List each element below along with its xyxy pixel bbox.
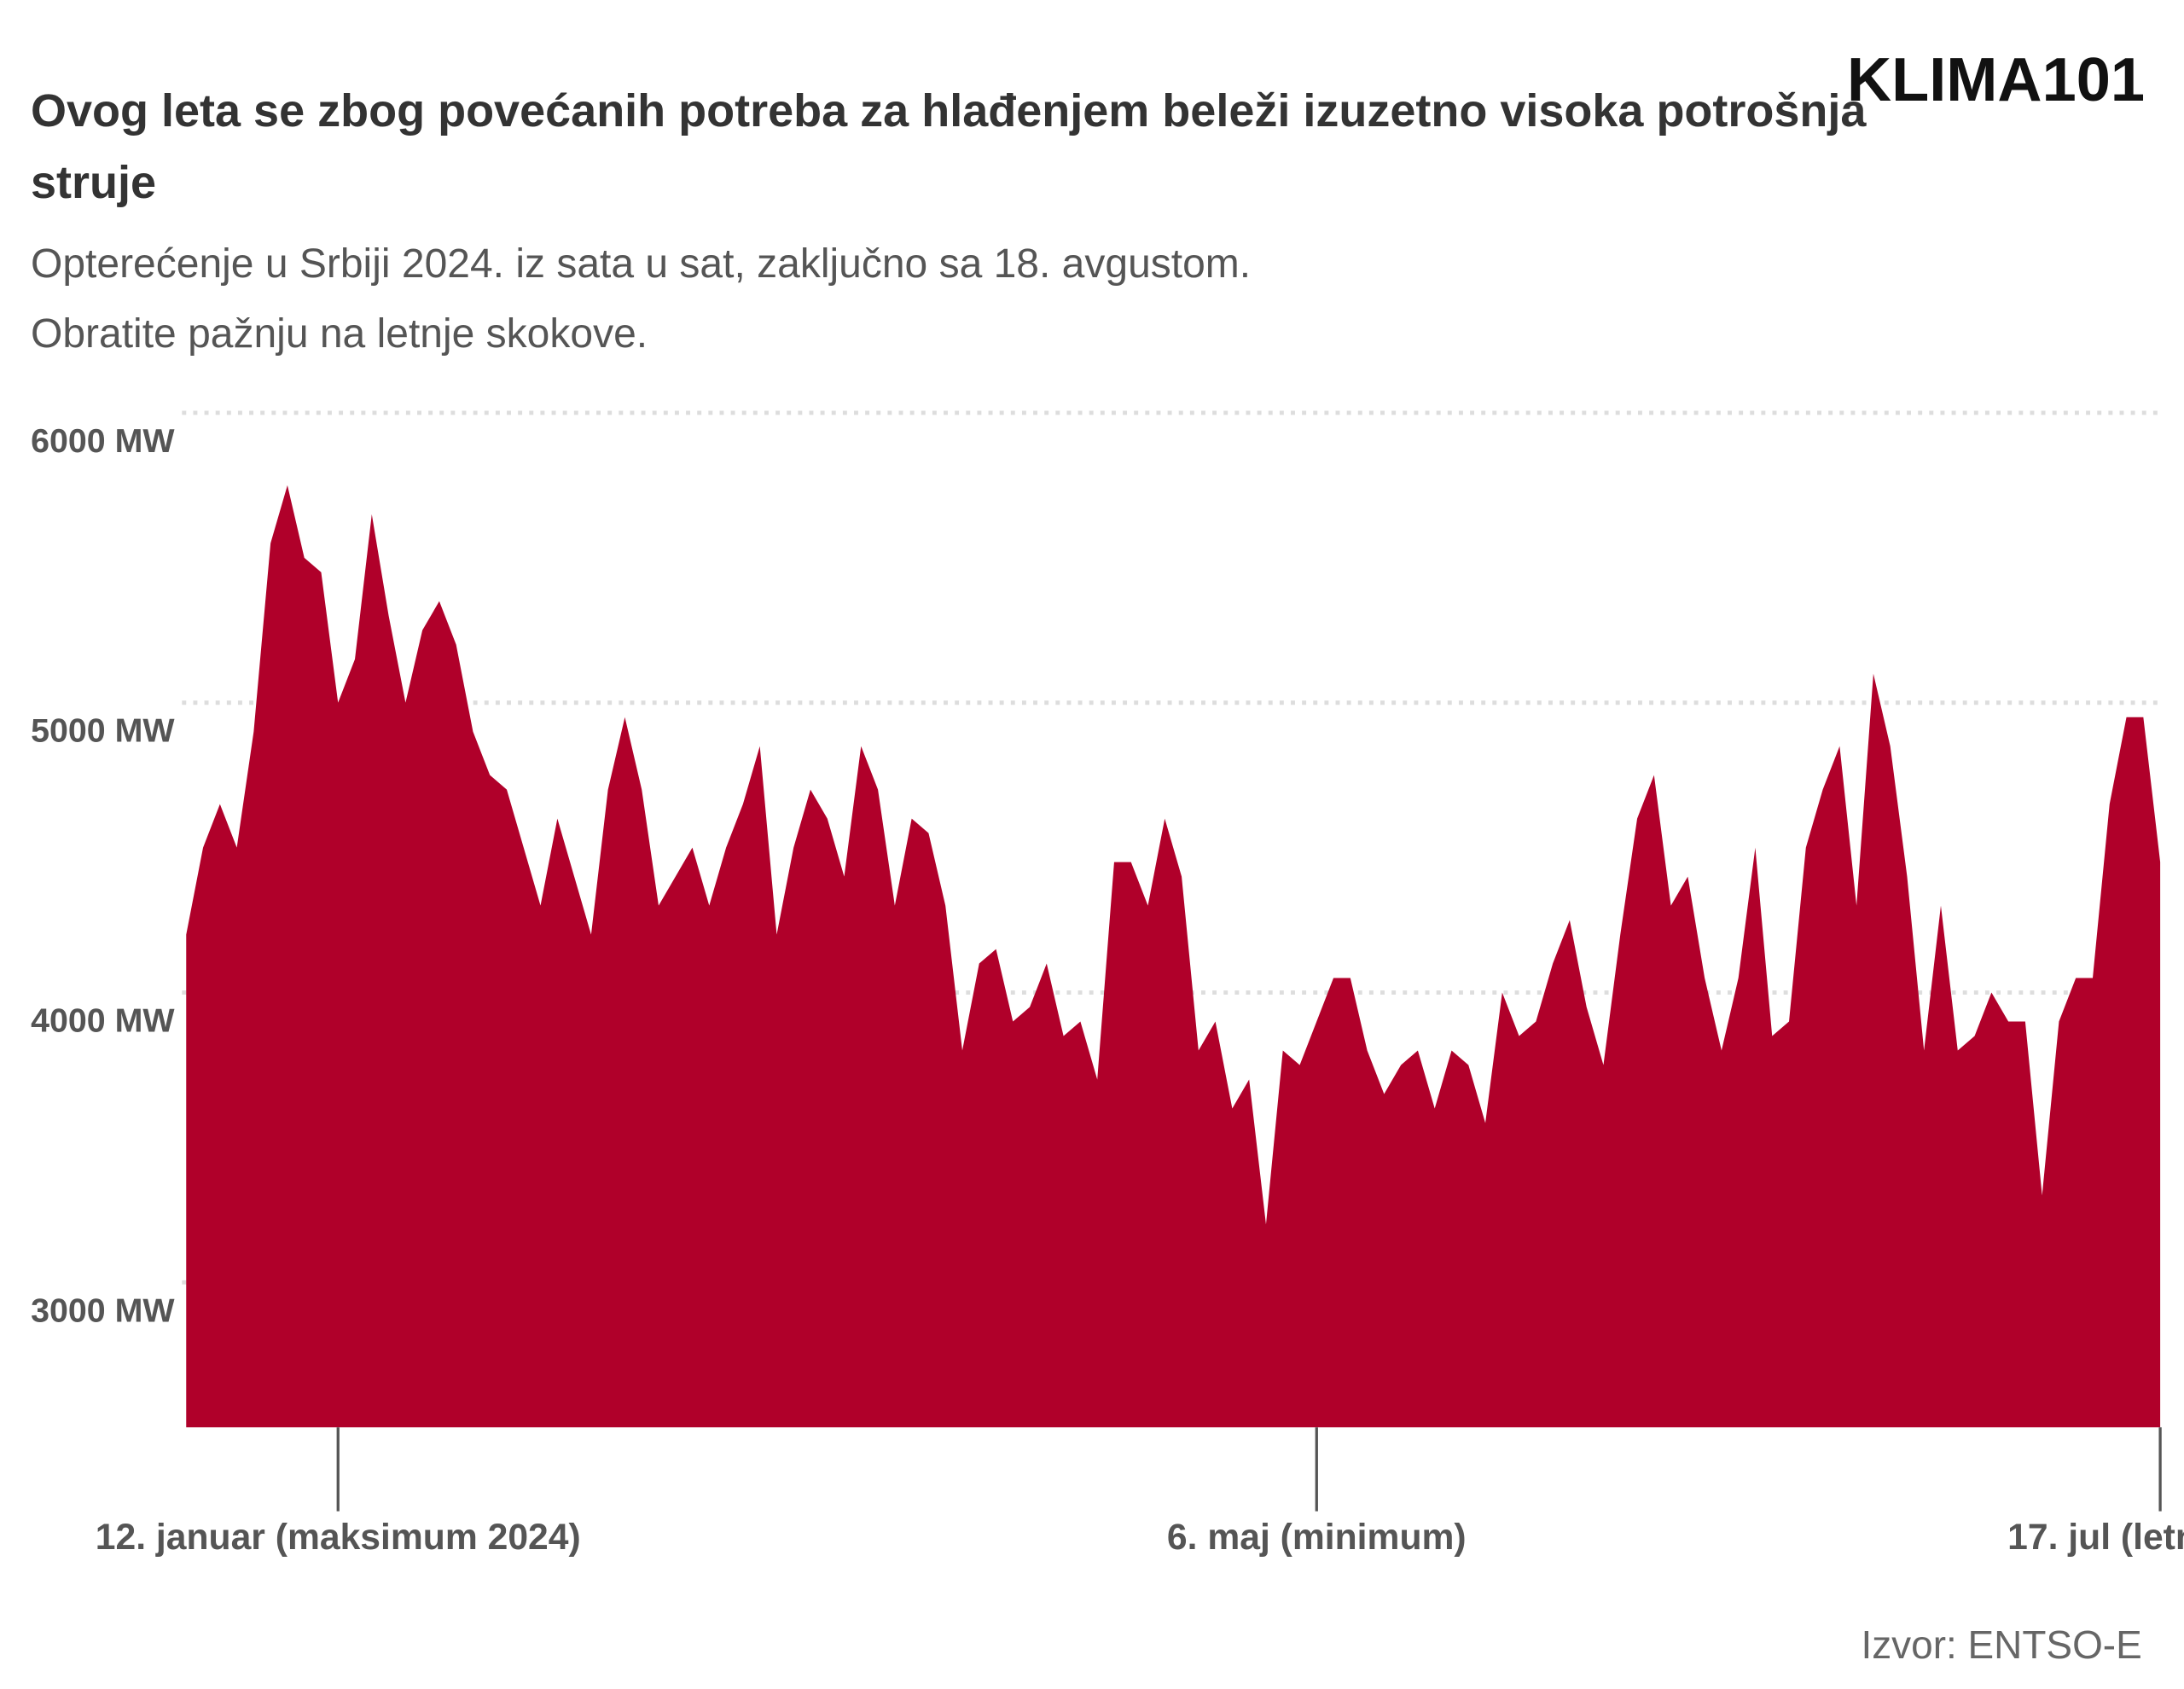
x-tick-label: 12. januar (maksimum 2024)	[96, 1517, 581, 1558]
x-tick-label: 17. jul (letnji max)	[2007, 1517, 2184, 1558]
y-tick-label: 3000 MW	[31, 1291, 175, 1329]
y-tick-label: 4000 MW	[31, 1001, 175, 1039]
source: Izvor: ENTSO-E	[1861, 1622, 2141, 1667]
y-tick-label: 5000 MW	[31, 712, 175, 750]
chart-title: Ovog leta se zbog povećanih potreba za h…	[31, 85, 1867, 208]
area	[186, 485, 2161, 1428]
subtitle: Obratite pažnju na letnje skokove.	[31, 311, 648, 357]
y-tick-label: 6000 MW	[31, 422, 175, 460]
subtitle: Opterećenje u Srbiji 2024. iz sata u sat…	[31, 241, 1252, 287]
x-tick-label: 6. maj (minimum)	[1167, 1517, 1467, 1558]
logo: KLIMA101	[1847, 46, 2145, 114]
